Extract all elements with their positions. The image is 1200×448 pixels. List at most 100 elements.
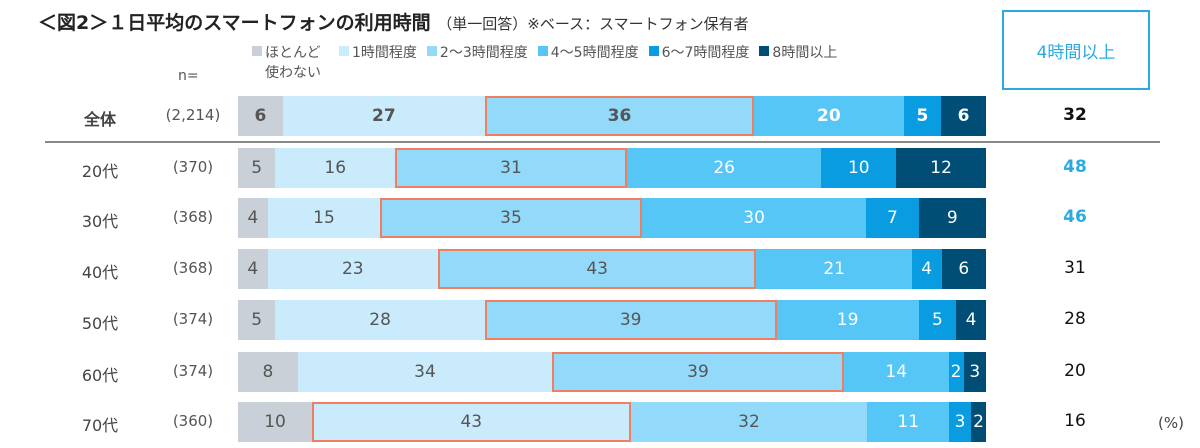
legend-swatch — [648, 46, 659, 56]
bar-segment: 19 — [776, 300, 919, 340]
legend-item: 6～7時間程度 — [648, 42, 750, 82]
bar-segment: 6 — [238, 96, 283, 136]
chart-row: 全体 (2,214) 6 27 36 20 5 6 32 — [0, 96, 1200, 136]
row-n: (368) — [172, 208, 214, 226]
stacked-bar: 6 27 36 20 5 6 — [238, 96, 986, 136]
legend-item: 8時間以上 — [759, 42, 837, 82]
row-n: (2,214) — [165, 106, 221, 124]
bar-segment: 39 — [552, 352, 844, 392]
bar-segment: 36 — [484, 96, 755, 136]
row-n: (374) — [172, 362, 214, 380]
bar-segment: 3 — [963, 352, 986, 392]
bar-segment: 4 — [238, 198, 268, 238]
legend-label: 8時間以上 — [772, 45, 838, 61]
row-total: 32 — [1063, 105, 1087, 125]
bar-segment: 20 — [754, 96, 904, 136]
legend-swatch — [426, 46, 437, 56]
n-label: n= — [178, 68, 199, 84]
bar-segment: 6 — [941, 249, 986, 289]
unit-label: (%) — [1158, 414, 1184, 432]
bar-segment: 3 — [948, 402, 972, 442]
legend-label: ほとんど使わない — [265, 45, 321, 81]
subtitle-text: （単一回答）※ベース：スマートフォン保有者 — [437, 15, 749, 33]
bar-segment: 5 — [238, 300, 276, 340]
chart-row: 60代 (374) 8 34 39 14 2 3 20 — [0, 352, 1200, 392]
stacked-bar: 4 23 43 21 4 6 — [238, 249, 986, 289]
bar-segment: 16 — [275, 148, 396, 188]
legend-label: 4～5時間程度 — [550, 45, 639, 61]
chart-row: 40代 (368) 4 23 43 21 4 6 31 — [0, 249, 1200, 289]
row-label: 60代 — [81, 366, 119, 385]
chart-row: 70代 (360) 10 43 32 11 3 2 16 — [0, 402, 1200, 442]
legend-item: 4～5時間程度 — [537, 42, 639, 82]
bar-segment: 34 — [297, 352, 553, 392]
bar-segment: 4 — [911, 249, 942, 289]
stacked-bar: 8 34 39 14 2 3 — [238, 352, 986, 392]
row-n: (360) — [172, 412, 214, 430]
stacked-bar: 4 15 35 30 7 9 — [238, 198, 986, 238]
bar-segment: 27 — [282, 96, 485, 136]
total-header: 4時間以上 — [1002, 10, 1150, 90]
row-label: 40代 — [81, 263, 119, 282]
row-label: 30代 — [81, 212, 119, 231]
row-total: 31 — [1064, 258, 1086, 278]
bar-segment: 21 — [756, 249, 912, 289]
legend-swatch — [537, 46, 548, 56]
legend: ほとんど使わない 1時間程度 2～3時間程度 4～5時間程度 6～7時間程度 8時間以上 — [252, 42, 837, 82]
bar-segment: 35 — [380, 198, 642, 238]
bar-segment: 43 — [437, 249, 757, 289]
row-n: (368) — [172, 259, 214, 277]
legend-item: 2～3時間程度 — [426, 42, 528, 82]
chart-row: 50代 (374) 5 28 39 19 5 4 28 — [0, 300, 1200, 340]
bar-segment: 28 — [275, 300, 485, 340]
row-n: (370) — [172, 158, 214, 176]
bar-segment: 8 — [238, 352, 298, 392]
legend-swatch — [339, 46, 349, 56]
bar-segment: 26 — [626, 148, 822, 188]
bar-segment: 9 — [918, 198, 986, 238]
legend-item: 1時間程度 — [339, 42, 417, 82]
bar-segment: 10 — [238, 402, 313, 442]
bar-segment: 11 — [867, 402, 949, 442]
chart-row: 30代 (368) 4 15 35 30 7 9 46 — [0, 198, 1200, 238]
bar-segment: 4 — [956, 300, 986, 340]
row-total: 28 — [1064, 309, 1086, 329]
bar-segment: 30 — [641, 198, 867, 238]
bar-segment: 10 — [821, 148, 897, 188]
legend-item: ほとんど使わない — [252, 42, 329, 82]
bar-segment: 23 — [267, 249, 438, 289]
bar-segment: 43 — [312, 402, 631, 442]
bar-segment: 15 — [267, 198, 381, 238]
row-label: 70代 — [81, 416, 119, 435]
bar-segment: 5 — [903, 96, 942, 136]
bar-segment: 4 — [238, 249, 268, 289]
stacked-bar: 5 16 31 26 10 12 — [238, 148, 986, 188]
row-label: 全体 — [83, 110, 116, 129]
stacked-bar: 10 43 32 11 3 2 — [238, 402, 986, 442]
row-total: 46 — [1063, 207, 1087, 227]
bar-segment: 7 — [866, 198, 919, 238]
legend-swatch — [252, 46, 262, 56]
legend-swatch — [759, 46, 770, 56]
separator — [45, 141, 1160, 143]
bar-segment: 32 — [630, 402, 868, 442]
legend-label: 1時間程度 — [352, 45, 417, 61]
row-total: 16 — [1064, 411, 1086, 431]
chart-title: ＜図2＞１日平均のスマートフォンの利用時間 （単一回答）※ベース：スマートフォン… — [38, 8, 749, 35]
bar-segment: 5 — [918, 300, 957, 340]
bar-segment: 31 — [395, 148, 627, 188]
bar-segment: 39 — [484, 300, 777, 340]
row-label: 50代 — [81, 314, 119, 333]
bar-segment: 2 — [971, 402, 986, 442]
row-label: 20代 — [81, 162, 119, 181]
bar-segment: 6 — [941, 96, 986, 136]
bar-segment: 5 — [238, 148, 276, 188]
legend-label: 2～3時間程度 — [439, 45, 528, 61]
row-total: 20 — [1064, 361, 1086, 381]
bar-segment: 14 — [843, 352, 949, 392]
row-n: (374) — [172, 310, 214, 328]
title-text: ＜図2＞１日平均のスマートフォンの利用時間 — [38, 12, 431, 34]
legend-label: 6～7時間程度 — [661, 45, 750, 61]
bar-segment: 2 — [948, 352, 964, 392]
stacked-bar: 5 28 39 19 5 4 — [238, 300, 986, 340]
